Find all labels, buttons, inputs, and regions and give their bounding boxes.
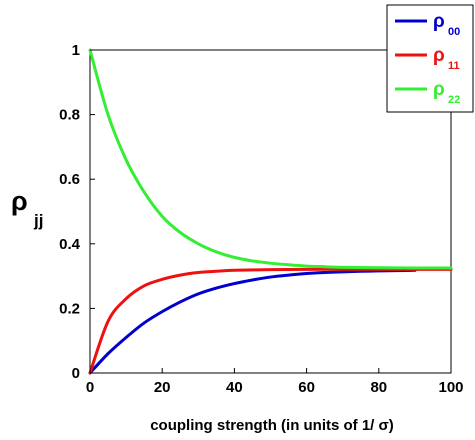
- x-axis-label: coupling strength (in units of 1/ σ): [150, 417, 394, 434]
- legend: ρ 00ρ 11ρ 22: [386, 4, 474, 113]
- x-tick-label: 40: [226, 379, 243, 396]
- y-tick-label: 1: [72, 42, 80, 59]
- x-tick-label: 0: [86, 379, 94, 396]
- legend-box: [386, 4, 474, 113]
- legend-subscript-22: 22: [448, 94, 460, 106]
- plot-frame: [89, 49, 452, 374]
- x-tick-label: 100: [438, 379, 463, 396]
- y-tick-label: 0: [72, 365, 80, 382]
- legend-label-22: ρ: [433, 79, 445, 100]
- x-tick-label: 80: [370, 379, 387, 396]
- y-tick-label: 0.4: [59, 236, 81, 253]
- y-axis-label-subscript: jj: [33, 211, 43, 230]
- x-tick-label: 20: [154, 379, 171, 396]
- legend-items: ρ 00ρ 11ρ 22: [395, 11, 460, 106]
- y-axis-ticks: 0 0.2 0.4 0.6 0.8 1: [59, 42, 95, 382]
- y-tick-label: 0.8: [59, 107, 80, 124]
- series-line-22: [88, 48, 453, 270]
- legend-subscript-00: 00: [448, 26, 460, 38]
- series-lines: [88, 48, 453, 375]
- y-tick-label: 0.6: [59, 171, 80, 188]
- y-axis-label-main: ρ: [11, 186, 28, 216]
- series-line-00: [88, 268, 417, 375]
- legend-label-11: ρ: [433, 45, 445, 66]
- legend-label-00: ρ: [433, 11, 445, 32]
- x-tick-label: 60: [298, 379, 315, 396]
- x-axis-ticks: 0 20 40 60 80 100: [86, 368, 464, 396]
- series-line-11: [88, 267, 453, 375]
- legend-subscript-11: 11: [448, 60, 460, 72]
- y-tick-label: 0.2: [59, 300, 80, 317]
